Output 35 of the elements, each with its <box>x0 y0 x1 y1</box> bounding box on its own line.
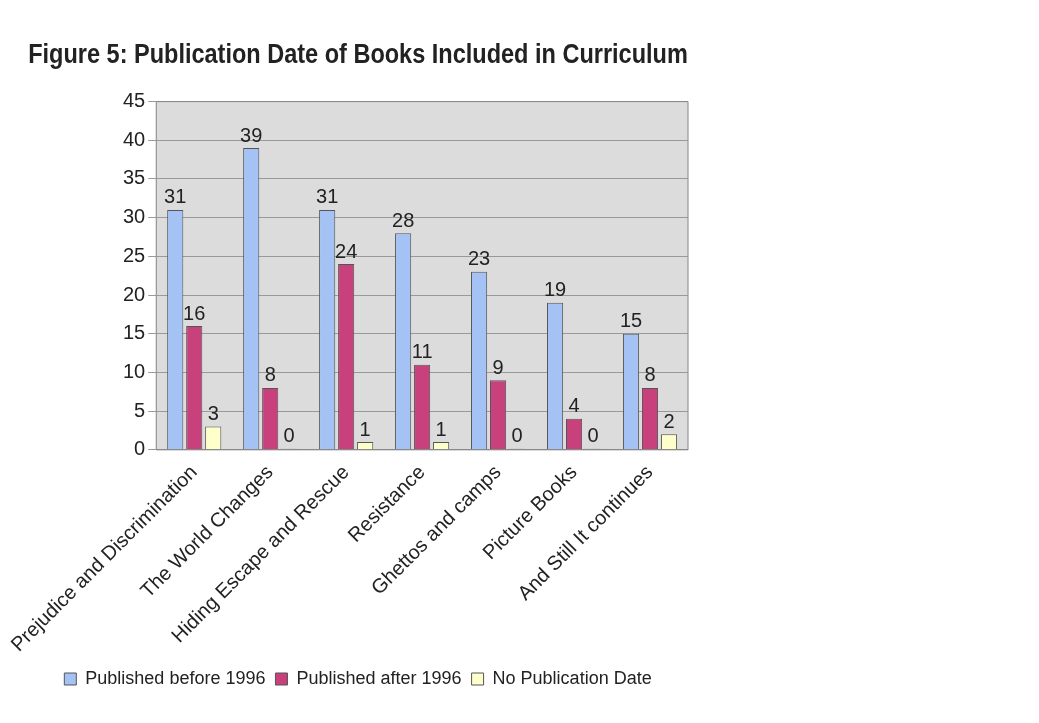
data-label: 0 <box>587 424 599 447</box>
y-tick-label: 10 <box>123 359 146 382</box>
data-label: 3 <box>207 402 219 425</box>
data-label: 15 <box>619 309 643 332</box>
y-tick-label: 15 <box>123 321 146 344</box>
y-tick-label: 20 <box>123 282 146 305</box>
legend-label: No Publication Date <box>492 667 652 688</box>
data-label: 0 <box>283 424 295 447</box>
y-tick-label: 25 <box>123 243 146 266</box>
legend-label: Published after 1996 <box>296 667 462 688</box>
y-tick-label: 5 <box>134 398 146 421</box>
y-tick-label: 45 <box>123 89 146 112</box>
data-label: 19 <box>543 278 567 301</box>
data-label: 4 <box>568 394 580 417</box>
data-label: 0 <box>511 424 523 447</box>
data-label: 1 <box>435 417 447 440</box>
data-label: 11 <box>411 340 433 363</box>
data-label: 8 <box>264 363 276 386</box>
data-label: 31 <box>316 185 339 208</box>
data-label: 24 <box>335 239 358 262</box>
data-label: 1 <box>359 417 371 440</box>
data-label: 2 <box>663 409 675 432</box>
data-label: 28 <box>392 208 415 231</box>
y-tick-label: 35 <box>123 166 146 189</box>
y-tick-label: 30 <box>123 205 146 228</box>
chart-title: Figure 5: Publication Date of Books Included in Curriculum <box>28 37 688 68</box>
data-label: 8 <box>644 363 656 386</box>
data-label: 16 <box>183 301 206 324</box>
data-label: 9 <box>492 355 504 378</box>
legend-label: Published before 1996 <box>85 667 266 688</box>
data-label: 23 <box>467 247 491 270</box>
y-tick-label: 40 <box>123 127 146 150</box>
y-tick-label: 0 <box>134 437 146 460</box>
data-label: 31 <box>164 185 187 208</box>
data-label: 39 <box>240 123 263 146</box>
